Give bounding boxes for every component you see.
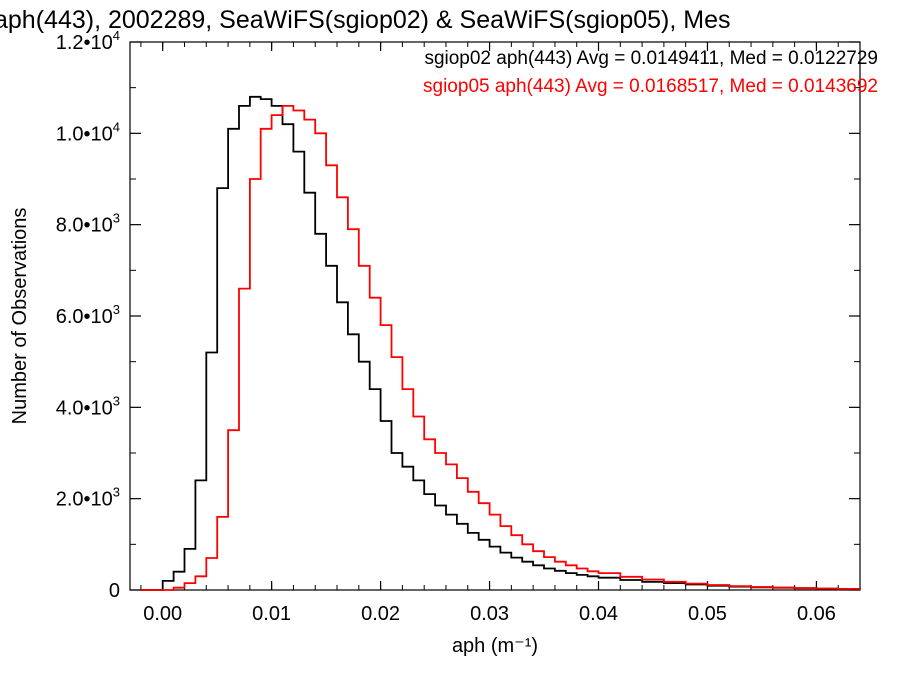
- y-tick-label: 4.0•103: [56, 393, 120, 419]
- y-tick-exponent: 3: [113, 211, 120, 226]
- y-tick-mantissa: 2.0•10: [56, 489, 113, 511]
- x-tick-label: 0.03: [470, 603, 509, 625]
- y-tick-label: 8.0•103: [56, 211, 120, 237]
- y-tick-mantissa: 8.0•10: [56, 215, 113, 237]
- x-tick-label: 0.02: [361, 603, 400, 625]
- x-axis: 0.00 0.01 0.02 0.03 0.04 0.05 0.06: [140, 42, 839, 625]
- y-tick-exponent: 3: [113, 393, 120, 408]
- x-tick-label: 0.04: [579, 603, 618, 625]
- chart-title: aph(443), 2002289, SeaWiFS(sgiop02) & Se…: [0, 6, 731, 34]
- y-tick-mantissa: 6.0•10: [56, 306, 113, 328]
- y-axis: 02.0•1034.0•1036.0•1038.0•1031.0•1041.2•…: [56, 28, 860, 602]
- y-tick-mantissa: 0: [109, 580, 120, 602]
- y-tick-label: 1.2•104: [56, 28, 120, 54]
- legend-entry-sgiop05: sgiop05 aph(443) Avg = 0.0168517, Med = …: [423, 76, 878, 97]
- y-tick-exponent: 3: [113, 302, 120, 317]
- x-tick-label: 0.06: [797, 603, 836, 625]
- series-line-0: [140, 95, 861, 591]
- x-tick-label: 0.05: [688, 603, 727, 625]
- y-tick-label: 2.0•103: [56, 485, 120, 511]
- x-axis-label: aph (m⁻¹): [452, 635, 538, 657]
- series-line-1: [140, 105, 861, 591]
- y-tick-label: 6.0•103: [56, 302, 120, 328]
- x-tick-label: 0.01: [252, 603, 291, 625]
- y-tick-mantissa: 1.0•10: [56, 123, 113, 145]
- y-axis-label: Number of Observations: [9, 208, 31, 425]
- y-tick-mantissa: 1.2•10: [56, 32, 113, 54]
- x-tick-label: 0.00: [143, 603, 182, 625]
- series-layer: [140, 95, 861, 591]
- y-tick-exponent: 4: [113, 119, 120, 134]
- y-tick-exponent: 3: [113, 485, 120, 500]
- y-tick-mantissa: 4.0•10: [56, 397, 113, 419]
- y-tick-exponent: 4: [113, 28, 120, 43]
- y-tick-label: 0: [109, 580, 120, 602]
- legend-entry-sgiop02: sgiop02 aph(443) Avg = 0.0149411, Med = …: [424, 48, 878, 69]
- y-tick-label: 1.0•104: [56, 119, 120, 145]
